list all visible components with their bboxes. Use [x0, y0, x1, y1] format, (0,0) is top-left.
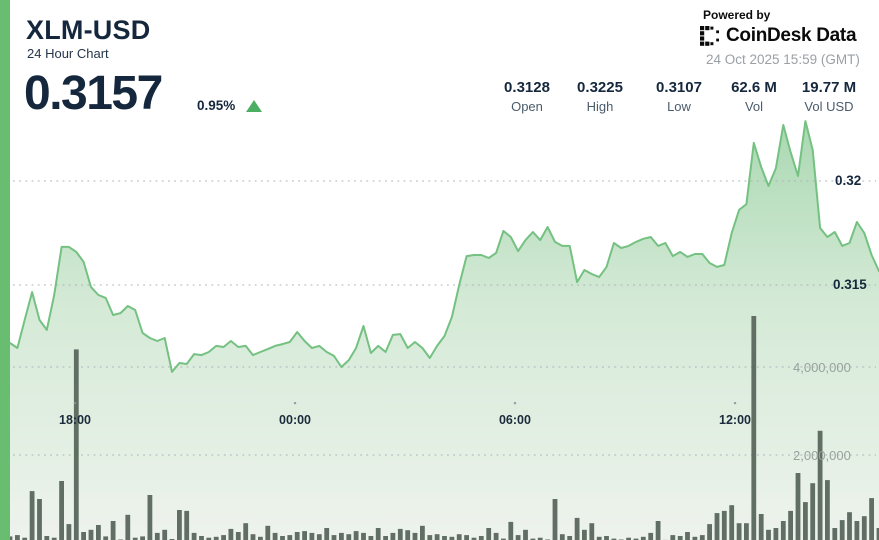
stat-volume-label: Vol	[744, 99, 764, 114]
price-change: 0.95%	[197, 98, 263, 113]
current-price: 0.3157	[24, 67, 163, 120]
chart-period-label: 24 Hour Chart	[27, 46, 109, 61]
price-axis-label-2: 0.315	[833, 277, 867, 292]
brand-name-data: Data	[816, 25, 857, 46]
stat-open: 0.3128 Open	[504, 79, 550, 114]
chart-timestamp: 24 Oct 2025 15:59 (GMT)	[706, 52, 860, 67]
stat-low-label: Low	[667, 99, 691, 114]
brand-name-coindesk: CoinDesk	[726, 25, 812, 46]
volume-axis-label-2: 2,000,000	[793, 448, 851, 463]
stat-low-value: 0.3107	[656, 79, 702, 96]
time-axis-label-2: 00:00	[279, 413, 312, 427]
stat-volume: 62.6 M Vol	[731, 79, 777, 114]
stat-high-label: High	[586, 99, 614, 114]
stat-open-label: Open	[511, 99, 543, 114]
brand-logo-row: CoinDesk Data	[700, 25, 857, 47]
volume-axis-label-1: 4,000,000	[793, 360, 851, 375]
time-axis-label-1: 18:00	[59, 413, 91, 427]
stat-open-value: 0.3128	[504, 79, 550, 96]
powered-by-label: Powered by	[703, 8, 771, 22]
stat-volume-usd-value: 19.77 M	[801, 79, 857, 96]
stat-high-value: 0.3225	[577, 79, 623, 96]
stat-volume-usd-label: Vol USD	[804, 99, 854, 114]
stat-low: 0.3107 Low	[656, 79, 702, 114]
up-arrow-icon	[246, 99, 263, 112]
brand-accent-bar	[0, 0, 10, 540]
price-change-percent: 0.95%	[197, 98, 236, 113]
price-axis-label-1: 0.32	[835, 173, 862, 188]
stat-volume-value: 62.6 M	[731, 79, 777, 96]
coindesk-logo-icon	[700, 25, 719, 46]
time-axis-label-4: 12:00	[719, 413, 751, 427]
time-axis-label-3: 06:00	[498, 413, 531, 427]
instrument-title: XLM-USD	[26, 15, 151, 45]
stat-volume-usd: 19.77 M Vol USD	[802, 79, 856, 114]
stat-high: 0.3225 High	[577, 79, 623, 114]
